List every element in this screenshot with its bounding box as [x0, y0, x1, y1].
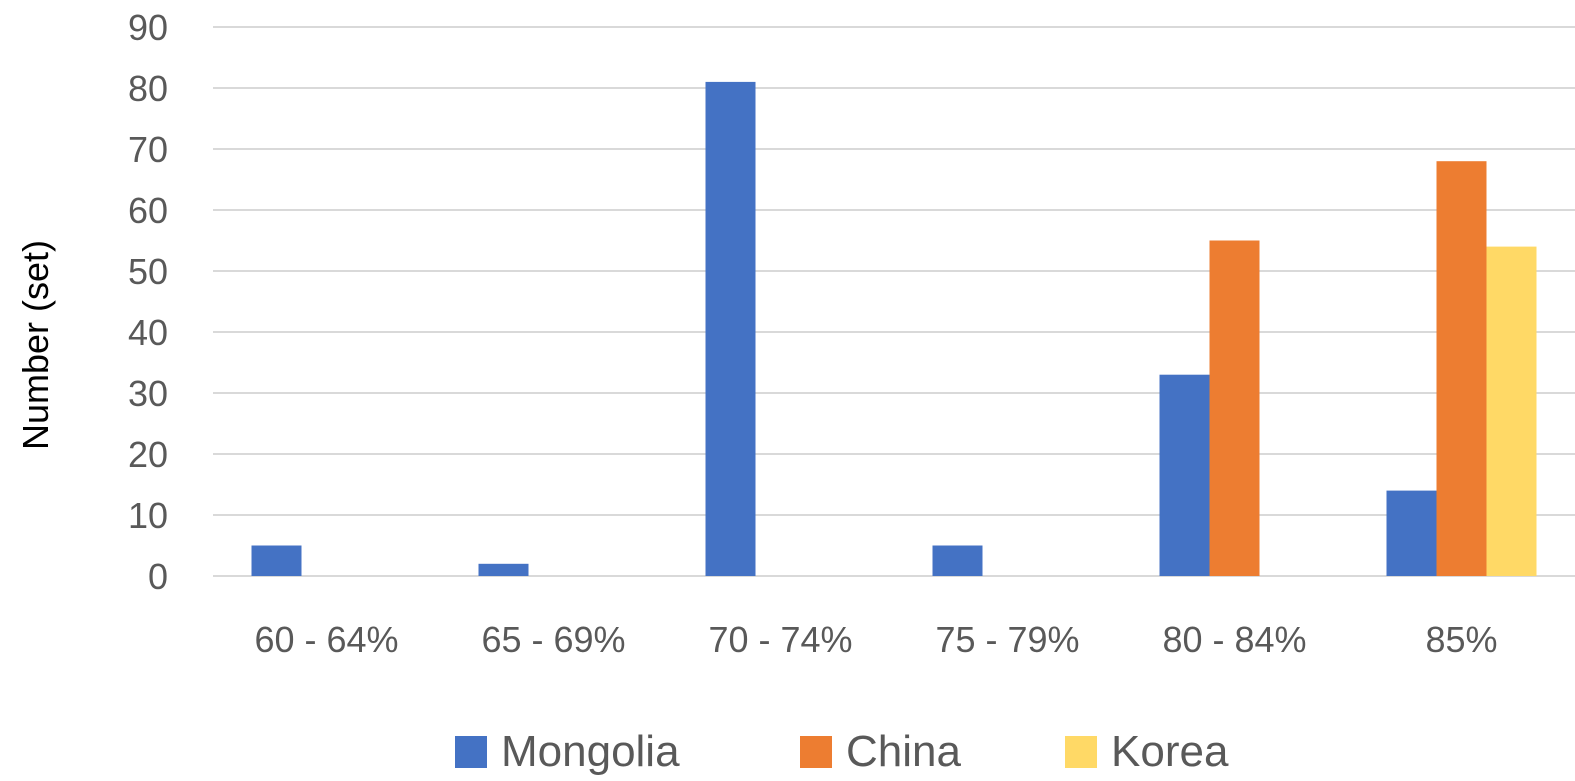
y-tick-label: 10: [128, 495, 168, 536]
x-tick-label: 70 - 74%: [708, 619, 852, 660]
bar-mongolia-3: [932, 545, 983, 576]
y-axis-ticks: 0 10 20 30 40 50 60 70 80 90: [128, 7, 168, 597]
y-tick-label: 60: [128, 190, 168, 231]
x-tick-label: 85%: [1425, 619, 1497, 660]
y-axis-label: Number (set): [15, 240, 56, 450]
bar-china-5: [1436, 161, 1487, 576]
bar-korea-5: [1486, 246, 1537, 576]
legend-item-china: China: [800, 725, 961, 779]
bar-mongolia-0: [251, 545, 302, 576]
x-tick-label: 75 - 79%: [935, 619, 1079, 660]
legend-label: Mongolia: [501, 727, 680, 776]
bar-china-4: [1209, 240, 1260, 576]
y-tick-label: 30: [128, 373, 168, 414]
legend-swatch: [800, 736, 832, 768]
x-tick-label: 60 - 64%: [254, 619, 398, 660]
x-tick-label: 65 - 69%: [481, 619, 625, 660]
y-tick-label: 80: [128, 68, 168, 109]
y-tick-label: 40: [128, 312, 168, 353]
legend-item-mongolia: Mongolia: [455, 725, 680, 779]
legend-item-korea: Korea: [1065, 725, 1228, 779]
y-tick-label: 0: [148, 556, 168, 597]
bar-mongolia-4: [1159, 374, 1210, 576]
y-tick-label: 20: [128, 434, 168, 475]
bar-mongolia-1: [478, 563, 529, 576]
y-tick-label: 70: [128, 129, 168, 170]
y-tick-label: 50: [128, 251, 168, 292]
bars: [251, 81, 1537, 577]
x-axis-ticks: 60 - 64% 65 - 69% 70 - 74% 75 - 79% 80 - 84%…: [254, 619, 1497, 660]
bar-mongolia-2: [705, 81, 756, 577]
legend-label: Korea: [1111, 727, 1229, 776]
bar-mongolia-5: [1386, 490, 1437, 576]
y-tick-label: 90: [128, 7, 168, 48]
legend-swatch: [455, 736, 487, 768]
gridlines: [213, 26, 1575, 577]
legend-swatch: [1065, 736, 1097, 768]
legend-label: China: [846, 727, 961, 776]
x-tick-label: 80 - 84%: [1162, 619, 1306, 660]
